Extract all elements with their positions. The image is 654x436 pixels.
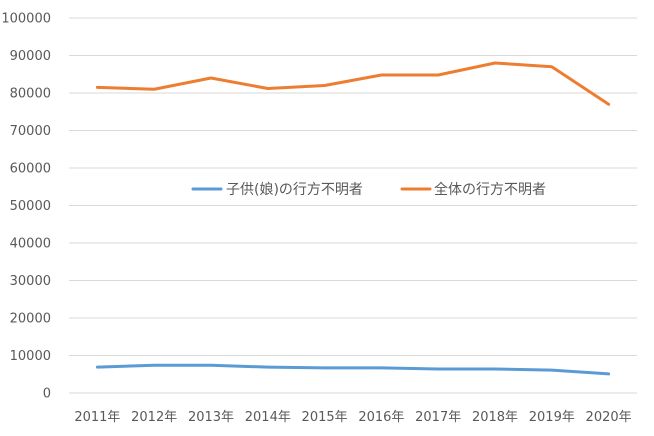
legend-label-series-2: 全体の行方不明者	[434, 181, 546, 198]
x-tick-label: 2018年	[472, 410, 518, 425]
y-tick-label: 60000	[10, 162, 51, 177]
x-tick-label: 2015年	[302, 410, 348, 425]
series-line-1	[95, 363, 611, 376]
y-tick-label: 100000	[1, 12, 51, 27]
y-tick-label: 70000	[10, 124, 51, 139]
legend-label-series-1: 子供(娘)の行方不明者	[226, 182, 363, 198]
y-tick-label: 10000	[10, 349, 51, 364]
x-tick-label: 2012年	[131, 410, 177, 425]
y-tick-label: 40000	[10, 237, 51, 252]
x-tick-label: 2020年	[586, 410, 632, 425]
series-line-2	[95, 61, 611, 106]
x-tick-label: 2017年	[415, 410, 461, 425]
x-tick-label: 2011年	[74, 410, 120, 425]
y-axis-tick-labels: 0 10000 20000 30000 40000 50000 60000 70000 8000…	[1, 12, 51, 402]
legend: 子供(娘)の行方不明者 全体の行方不明者	[191, 181, 546, 198]
y-tick-label: 90000	[10, 49, 51, 64]
gridlines	[69, 17, 637, 394]
x-axis-tick-labels: 2011年 2012年 2013年 2014年 2015年 2016年 2017年 2018年…	[74, 410, 631, 425]
x-tick-label: 2016年	[358, 410, 404, 425]
x-tick-label: 2013年	[188, 410, 234, 425]
series-lines	[95, 61, 611, 376]
x-tick-label: 2019年	[529, 410, 575, 425]
y-tick-label: 20000	[10, 312, 51, 327]
y-tick-label: 50000	[10, 199, 51, 214]
y-tick-label: 80000	[10, 87, 51, 102]
y-tick-label: 30000	[10, 274, 51, 289]
x-tick-label: 2014年	[245, 410, 291, 425]
y-tick-label: 0	[43, 387, 51, 402]
